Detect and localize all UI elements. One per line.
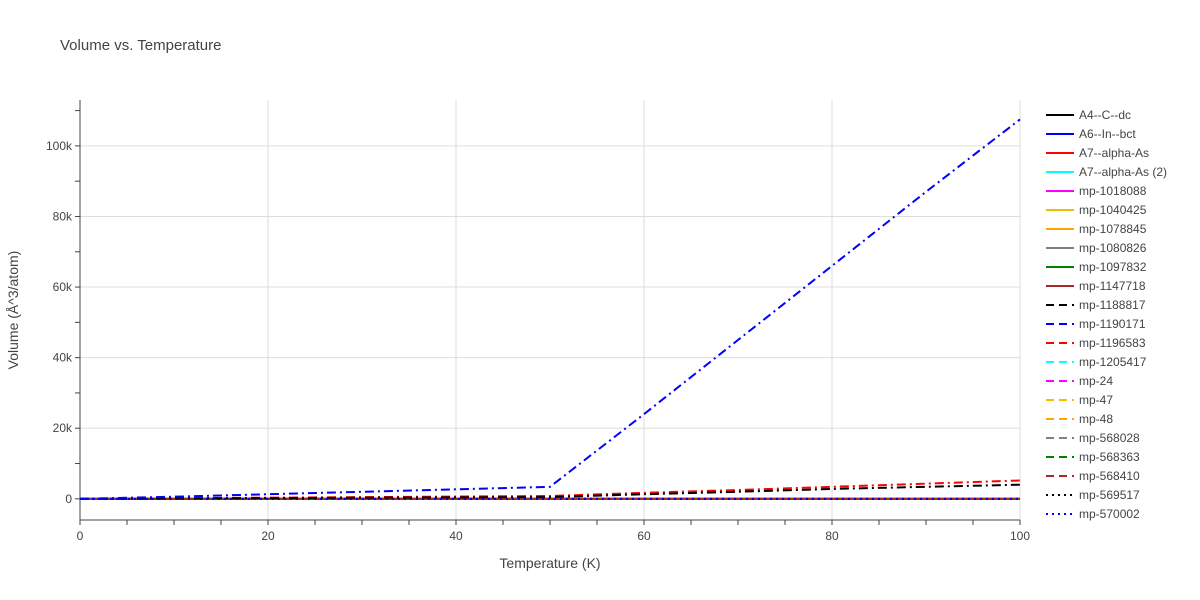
legend-item-label: A4--C--dc: [1079, 108, 1131, 122]
legend-item-label: mp-24: [1079, 374, 1113, 388]
legend-item-label: mp-1188817: [1079, 298, 1146, 312]
legend-item-label: mp-568028: [1079, 431, 1140, 445]
legend: A4--C--dc A6--In--bct A7--alpha-As A7--alph…: [1046, 108, 1167, 521]
y-tick-label: 40k: [53, 351, 73, 365]
legend-item-label: mp-47: [1079, 393, 1113, 407]
y-tick-label: 20k: [53, 421, 73, 435]
grid: [80, 100, 1021, 520]
legend-item-label: mp-568410: [1079, 469, 1140, 483]
legend-item-label: mp-1040425: [1079, 203, 1147, 217]
legend-item-label: mp-570002: [1079, 507, 1140, 521]
x-tick-label: 60: [637, 529, 651, 543]
y-axis-title: Volume (Å^3/atom): [5, 251, 21, 370]
legend-item-label: A7--alpha-As: [1079, 146, 1149, 160]
series-curve: [79, 118, 1021, 500]
x-tick-label: 40: [449, 529, 463, 543]
legend-item-label: A6--In--bct: [1079, 127, 1136, 141]
x-tick-label: 0: [77, 529, 84, 543]
plot-area: [79, 118, 1021, 500]
x-tick-label: 80: [825, 529, 839, 543]
legend-item-label: mp-1018088: [1079, 184, 1147, 198]
legend-item-label: mp-1190171: [1079, 317, 1146, 331]
legend-item-label: mp-568363: [1079, 450, 1140, 464]
axes: 0 20 40 60 80 100 0 20k 40k 60k 80k 100k: [46, 100, 1030, 543]
chart-title: Volume vs. Temperature: [60, 37, 221, 54]
series-curve: [79, 479, 1021, 500]
legend-item-label: mp-1080826: [1079, 241, 1147, 255]
legend-item-label: A7--alpha-As (2): [1079, 165, 1167, 179]
x-tick-label: 100: [1010, 529, 1030, 543]
y-tick-label: 100k: [46, 139, 73, 153]
legend-item-label: mp-48: [1079, 412, 1113, 426]
legend-item-label: mp-1205417: [1079, 355, 1147, 369]
y-tick-label: 80k: [53, 209, 73, 223]
y-tick-label: 0: [65, 492, 72, 506]
legend-item-label: mp-1147718: [1079, 279, 1146, 293]
legend-item-label: mp-1196583: [1079, 336, 1146, 350]
legend-item-label: mp-569517: [1079, 488, 1140, 502]
x-tick-label: 20: [261, 529, 275, 543]
legend-item-label: mp-1097832: [1079, 260, 1147, 274]
x-axis-title: Temperature (K): [499, 555, 600, 571]
series-curve: [79, 483, 1021, 500]
legend-item-label: mp-1078845: [1079, 222, 1147, 236]
y-tick-label: 60k: [53, 280, 73, 294]
